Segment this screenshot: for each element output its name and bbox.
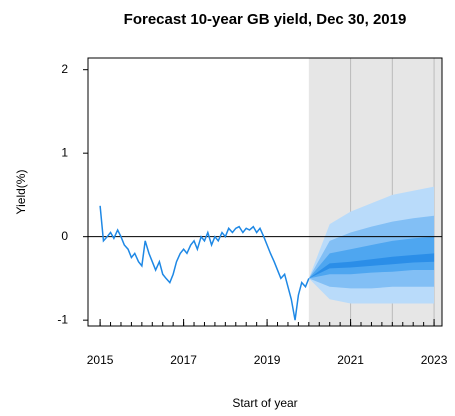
y-tick-label: -1 xyxy=(57,312,68,326)
y-tick-label: 1 xyxy=(61,145,68,159)
chart-title: Forecast 10-year GB yield, Dec 30, 2019 xyxy=(124,11,407,28)
x-tick-label: 2023 xyxy=(421,353,448,367)
plot-frame xyxy=(87,57,443,327)
fan-band xyxy=(308,236,435,279)
x-tick-label: 2021 xyxy=(337,353,364,367)
x-tick-label: 2015 xyxy=(87,353,114,367)
fan-band xyxy=(308,253,435,279)
x-tick-label: 2019 xyxy=(254,353,281,367)
y-tick-label: 2 xyxy=(61,62,68,76)
x-axis-label: Start of year xyxy=(232,396,297,410)
x-tick-label: 2017 xyxy=(170,353,197,367)
y-axis-label: Yield(%) xyxy=(14,170,28,215)
yield-line xyxy=(99,205,310,321)
plot-area: -1 0 1 2 2015 2017 2019 2021 2023 xyxy=(57,57,448,367)
y-tick-label: 0 xyxy=(61,229,68,243)
